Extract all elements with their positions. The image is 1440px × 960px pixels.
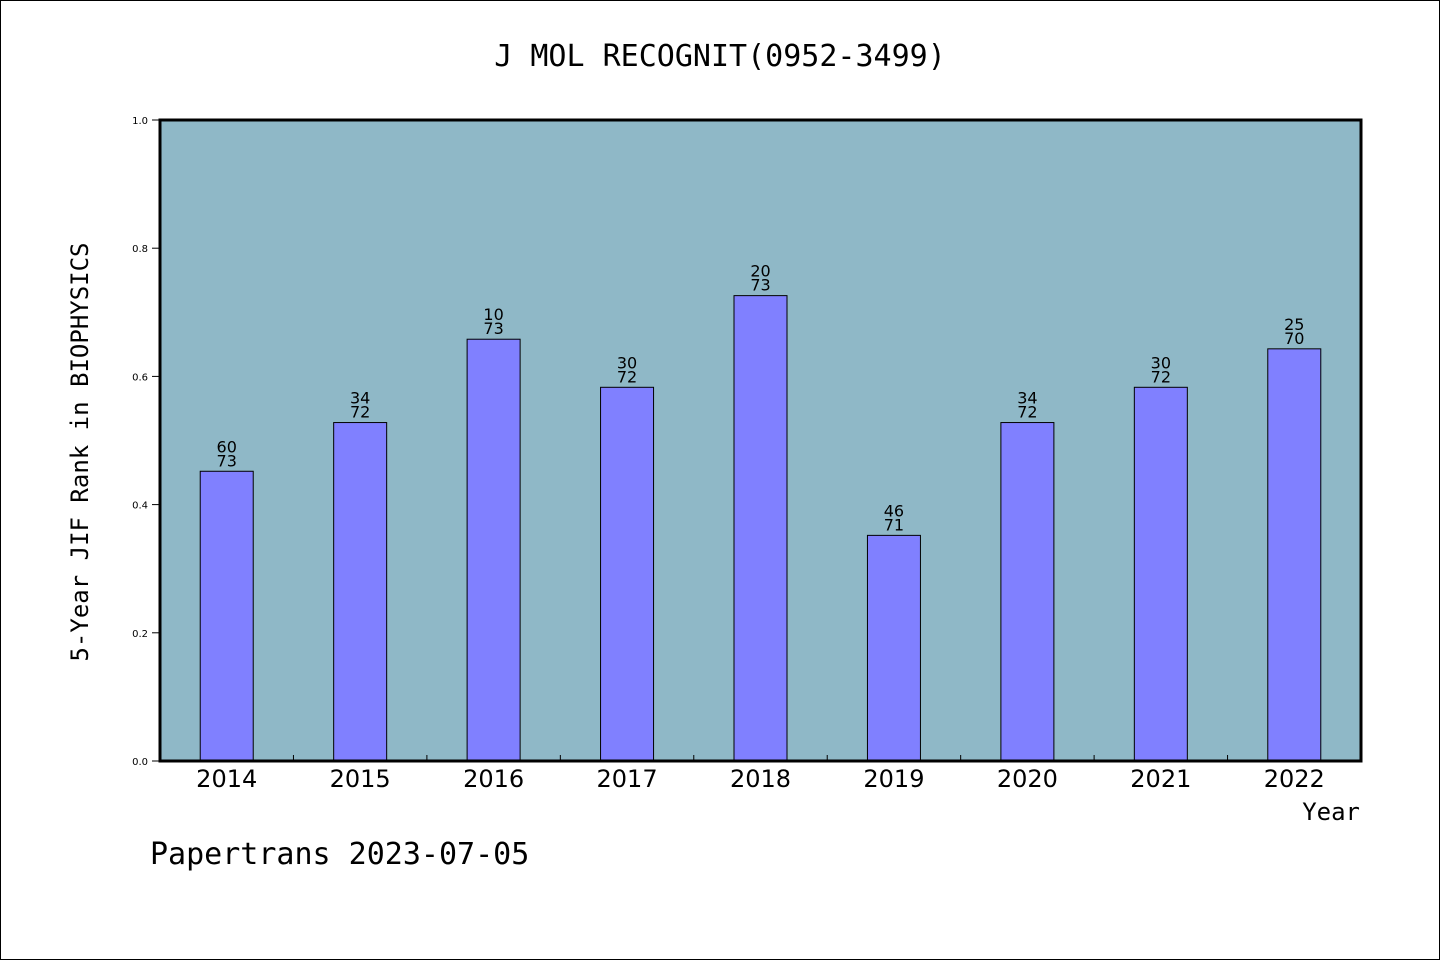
- bar-2020: [1000, 422, 1055, 762]
- bar-total-label: 73: [750, 276, 770, 295]
- x-tick-label: 2022: [1264, 765, 1325, 793]
- bar-2019: [866, 534, 921, 762]
- plot-frame: [158, 118, 1363, 763]
- y-tick-label: 0.8: [132, 244, 148, 255]
- x-axis-ticks: 2014 2015 2016 2017 2018 2019 2020 2021 2022: [196, 755, 1325, 793]
- bar-2015: [333, 422, 388, 762]
- bar-2021: [1133, 386, 1188, 762]
- bar-rank-label: 25: [1284, 315, 1304, 334]
- bar-total-label: 72: [1151, 367, 1171, 386]
- x-tick-label: 2020: [997, 765, 1058, 793]
- y-tick-label: 0.4: [132, 501, 148, 512]
- bar-rank-label: 34: [1017, 389, 1037, 408]
- bar-rank-label: 10: [483, 305, 503, 324]
- y-tick-label: 0.0: [132, 757, 148, 768]
- bar-total-label: 70: [1284, 329, 1304, 348]
- x-tick-label: 2019: [863, 765, 924, 793]
- bar-rank-label: 60: [217, 437, 237, 456]
- bar-total-label: 71: [884, 515, 904, 534]
- x-tick-label: 2017: [597, 765, 658, 793]
- bar-2016: [466, 338, 521, 762]
- bar-2014: [199, 470, 254, 762]
- x-tick-label: 2021: [1130, 765, 1191, 793]
- x-tick-label: 2015: [330, 765, 391, 793]
- bar-total-label: 72: [350, 403, 370, 422]
- x-tick-label: 2018: [730, 765, 791, 793]
- x-tick-label: 2016: [463, 765, 524, 793]
- bar-rank-label: 20: [750, 262, 770, 281]
- bar-2018: [733, 295, 788, 762]
- chart-title: J MOL RECOGNIT(0952-3499): [494, 39, 946, 74]
- bar-rank-label: 30: [1151, 353, 1171, 372]
- y-tick-label: 0.2: [132, 629, 148, 640]
- bars: [199, 295, 1322, 762]
- bar-rank-label: 30: [617, 353, 637, 372]
- bar-rank-label: 34: [350, 389, 370, 408]
- x-axis-label: Year: [1302, 798, 1360, 826]
- y-tick-label: 1.0: [132, 116, 148, 127]
- bar-total-label: 72: [617, 367, 637, 386]
- x-tick-label: 2014: [196, 765, 257, 793]
- bar-2022: [1267, 348, 1322, 762]
- y-axis-label: 5-Year JIF Rank in BIOPHYSICS: [66, 242, 94, 661]
- bar-total-label: 73: [483, 319, 503, 338]
- bar-total-label: 72: [1017, 403, 1037, 422]
- bar-rank-label: 46: [884, 501, 904, 520]
- bar-total-label: 73: [217, 451, 237, 470]
- y-tick-label: 0.6: [132, 372, 148, 383]
- footer-text: Papertrans 2023-07-05: [150, 837, 529, 872]
- bar-2017: [600, 386, 655, 762]
